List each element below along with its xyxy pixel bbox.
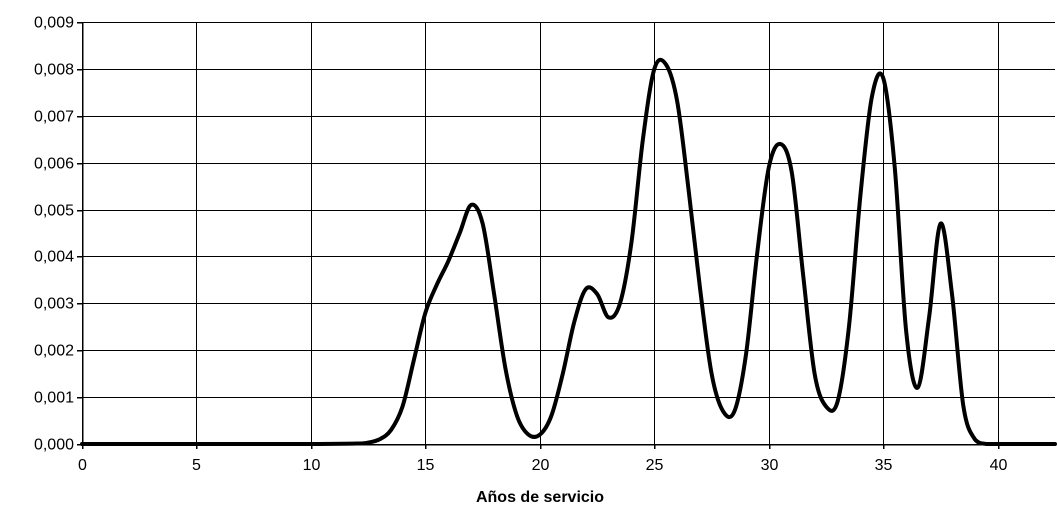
x-tick-label: 30 xyxy=(761,457,779,474)
y-tick-label: 0,008 xyxy=(34,62,74,79)
y-tick-label: 0,004 xyxy=(34,249,74,266)
x-axis-title: Años de servicio xyxy=(476,489,604,506)
y-tick-label: 0,006 xyxy=(34,156,74,173)
y-tick-label: 0,005 xyxy=(34,203,74,220)
y-tick-label: 0,007 xyxy=(34,109,74,126)
grid-lines xyxy=(82,22,1055,445)
y-tick-label: 0,000 xyxy=(34,437,74,454)
y-tick-label: 0,003 xyxy=(34,296,74,313)
axes xyxy=(81,22,1055,446)
x-tick-label: 40 xyxy=(990,457,1008,474)
series-group xyxy=(80,57,1057,447)
x-axis-ticks: 0 5 10 15 20 25 30 35 40 xyxy=(78,444,1008,474)
x-tick-label: 5 xyxy=(192,457,201,474)
x-tick-label: 25 xyxy=(646,457,664,474)
y-tick-label: 0,001 xyxy=(34,390,74,407)
y-tick-label: 0,002 xyxy=(34,343,74,360)
x-tick-label: 0 xyxy=(78,457,87,474)
x-tick-label: 35 xyxy=(875,457,893,474)
x-tick-label: 10 xyxy=(303,457,321,474)
y-tick-label: 0,009 xyxy=(34,15,74,32)
x-tick-label: 15 xyxy=(417,457,435,474)
y-axis-ticks: 0,000 0,001 0,002 0,003 0,004 0,005 0,006 0,007… xyxy=(34,15,82,454)
series-line xyxy=(80,57,1057,447)
x-tick-label: 20 xyxy=(532,457,550,474)
